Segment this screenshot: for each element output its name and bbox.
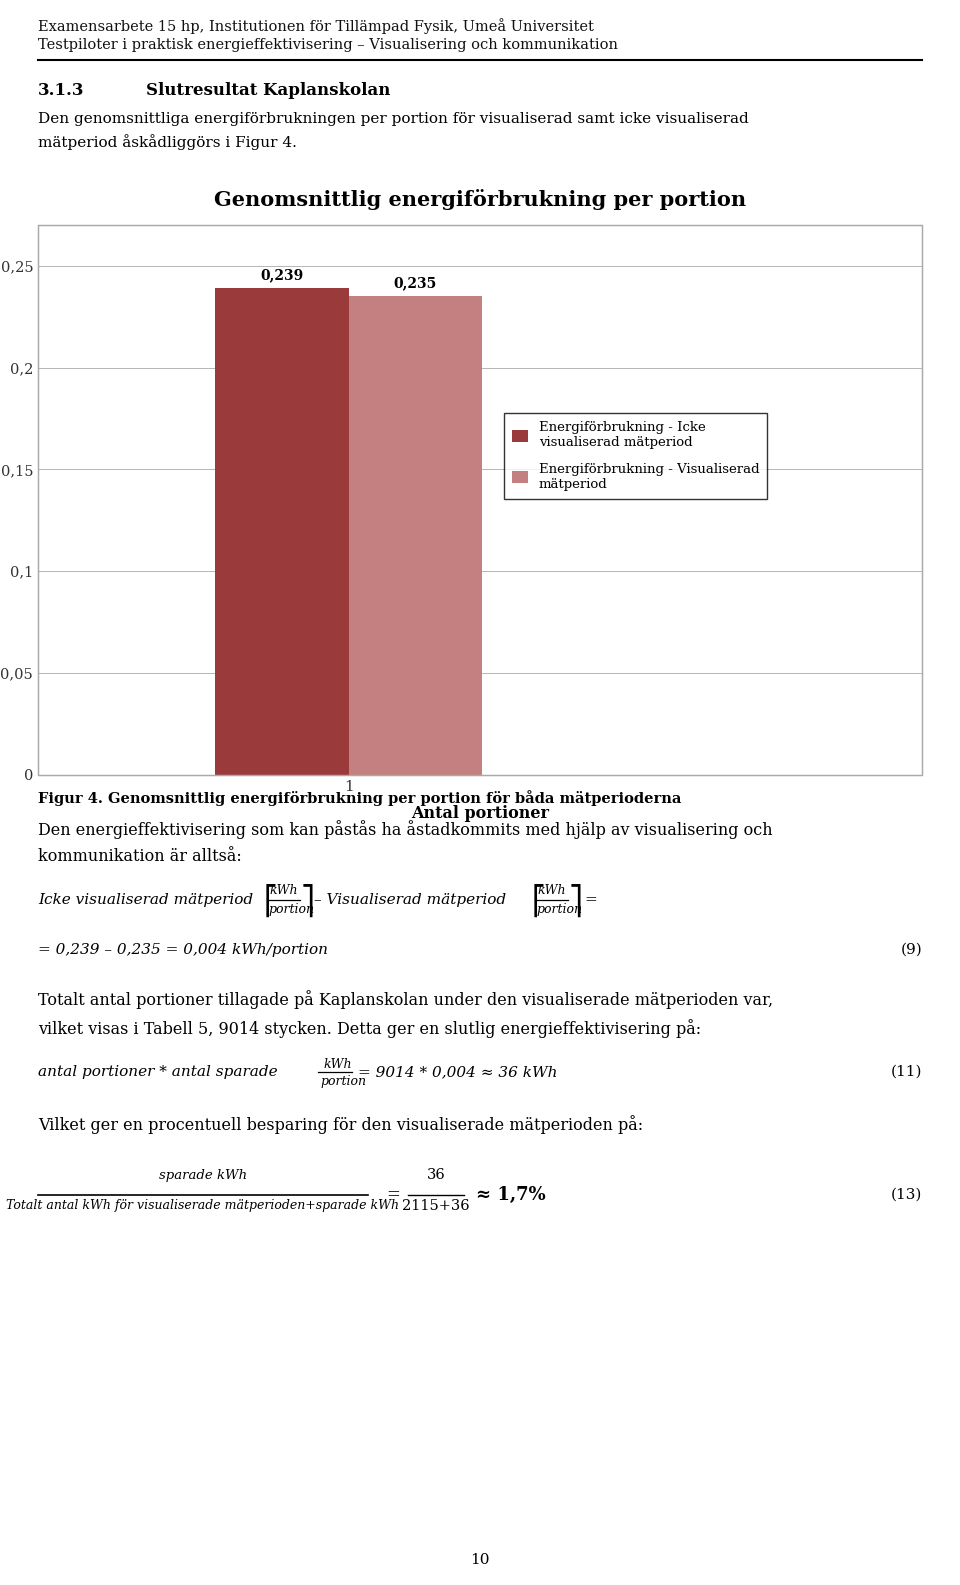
Text: 36: 36 — [426, 1168, 445, 1182]
Text: antal portioner * antal sparade: antal portioner * antal sparade — [38, 1065, 277, 1079]
Text: Examensarbete 15 hp, Institutionen för Tillämpad Fysik, Umeå Universitet: Examensarbete 15 hp, Institutionen för T… — [38, 17, 594, 33]
Text: = 9014 * 0,004 ≈ 36 kWh: = 9014 * 0,004 ≈ 36 kWh — [358, 1065, 558, 1079]
Bar — [215, 288, 348, 775]
Text: Slutresultat Kaplanskolan: Slutresultat Kaplanskolan — [146, 82, 391, 98]
Text: (9): (9) — [900, 943, 922, 957]
Title: Genomsnittlig energiförbrukning per portion: Genomsnittlig energiförbrukning per port… — [214, 189, 746, 209]
Text: portion: portion — [536, 902, 582, 916]
Bar — [348, 296, 482, 775]
Text: Totalt antal kWh för visualiserade mätperioden+sparade kWh: Totalt antal kWh för visualiserade mätpe… — [7, 1198, 399, 1213]
X-axis label: Antal portioner: Antal portioner — [411, 805, 549, 823]
Text: Totalt antal portioner tillagade på Kaplanskolan under den visualiserade mätperi: Totalt antal portioner tillagade på Kapl… — [38, 991, 773, 1038]
Legend: Energiförbrukning - Icke
visualiserad mätperiod, Energiförbrukning - Visualisera: Energiförbrukning - Icke visualiserad mä… — [504, 414, 767, 499]
Text: kWh: kWh — [537, 884, 565, 897]
Text: 0,235: 0,235 — [394, 276, 437, 290]
Text: ⎡: ⎡ — [532, 883, 546, 916]
Text: ⎤: ⎤ — [569, 883, 583, 916]
Text: ≈ 1,7%: ≈ 1,7% — [476, 1186, 545, 1205]
Text: portion: portion — [320, 1075, 366, 1087]
Text: =: = — [584, 892, 597, 907]
Text: 2115+36: 2115+36 — [402, 1198, 469, 1213]
Text: – Visualiserad mätperiod: – Visualiserad mätperiod — [314, 892, 506, 907]
Text: Vilket ger en procentuell besparing för den visualiserade mätperioden på:: Vilket ger en procentuell besparing för … — [38, 1114, 643, 1133]
Text: (11): (11) — [891, 1065, 922, 1079]
Text: 0,239: 0,239 — [260, 268, 303, 282]
Text: kWh: kWh — [323, 1057, 351, 1070]
Text: Figur 4. Genomsnittlig energiförbrukning per portion för båda mätperioderna: Figur 4. Genomsnittlig energiförbrukning… — [38, 789, 682, 805]
Text: Den genomsnittliga energiförbrukningen per portion för visualiserad samt icke vi: Den genomsnittliga energiförbrukningen p… — [38, 113, 749, 149]
Text: Testpiloter i praktisk energieffektivisering – Visualisering och kommunikation: Testpiloter i praktisk energieffektivise… — [38, 38, 618, 52]
Text: portion: portion — [268, 902, 314, 916]
Text: kWh: kWh — [269, 884, 298, 897]
Text: =: = — [386, 1187, 400, 1203]
Text: 3.1.3: 3.1.3 — [38, 82, 84, 98]
Text: = 0,239 – 0,235 = 0,004 kWh/portion: = 0,239 – 0,235 = 0,004 kWh/portion — [38, 943, 328, 957]
Bar — [38, 225, 922, 775]
Text: sparade kWh: sparade kWh — [159, 1170, 247, 1182]
Text: Den energieffektivisering som kan påstås ha åstadkommits med hjälp av visualiser: Den energieffektivisering som kan påstås… — [38, 819, 773, 865]
Text: ⎡: ⎡ — [264, 883, 277, 916]
Text: (13): (13) — [891, 1189, 922, 1201]
Text: ⎤: ⎤ — [301, 883, 315, 916]
Text: Icke visualiserad mätperiod: Icke visualiserad mätperiod — [38, 892, 253, 907]
Text: 10: 10 — [470, 1553, 490, 1568]
